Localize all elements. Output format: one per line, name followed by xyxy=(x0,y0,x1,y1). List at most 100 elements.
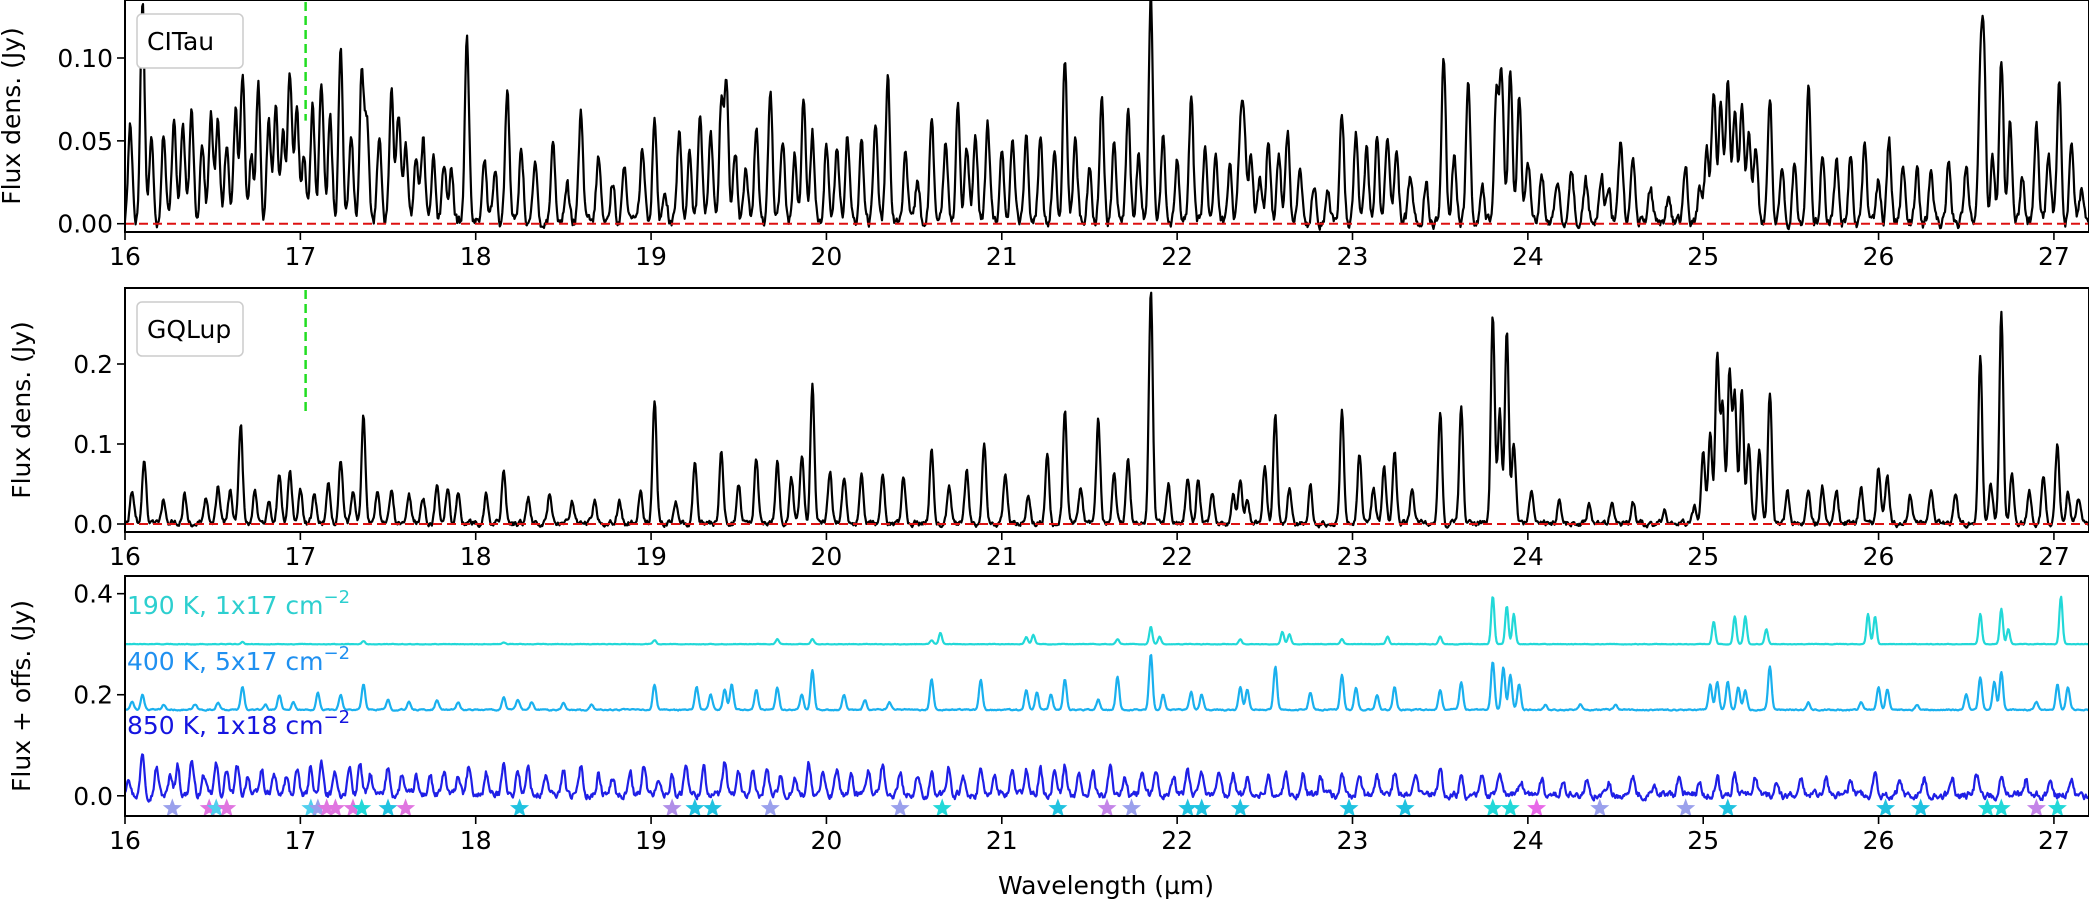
star-marker xyxy=(1991,798,2011,816)
series-label: 850 K, 1x18 cm−2 xyxy=(127,707,350,740)
x-tick-label: 27 xyxy=(2038,542,2070,571)
x-tick-label: 17 xyxy=(284,242,316,271)
x-tick-label: 27 xyxy=(2038,826,2070,855)
legend-box xyxy=(136,13,244,69)
legend: GQLup xyxy=(136,301,244,357)
star-marker xyxy=(1192,798,1212,816)
star-marker xyxy=(378,798,398,816)
x-tick-label: 19 xyxy=(635,826,667,855)
x-tick-label: 18 xyxy=(460,542,492,571)
y-tick-label: 0.4 xyxy=(73,580,113,609)
legend-box xyxy=(136,301,244,357)
x-tick-label: 19 xyxy=(635,242,667,271)
y-axis-label: Flux dens. (Jy) xyxy=(0,27,26,205)
spectrum-line xyxy=(125,0,2089,231)
star-marker xyxy=(685,798,705,816)
star-marker xyxy=(343,798,363,816)
star-marker xyxy=(1590,798,1610,816)
legend-label: CITau xyxy=(147,27,214,56)
axes-frame xyxy=(124,287,2089,533)
x-tick-label: 24 xyxy=(1512,542,1544,571)
star-marker xyxy=(662,798,682,816)
plot-area xyxy=(125,0,2089,231)
star-marker xyxy=(1230,798,1250,816)
x-tick-label: 21 xyxy=(986,826,1018,855)
x-tick-label: 17 xyxy=(284,542,316,571)
x-tick-label: 23 xyxy=(1337,826,1369,855)
y-tick-label: 0.0 xyxy=(73,782,113,811)
x-tick-label: 20 xyxy=(811,542,843,571)
series-line xyxy=(125,753,2089,803)
star-marker xyxy=(2026,798,2046,816)
legend-label: GQLup xyxy=(147,315,231,344)
star-marker xyxy=(352,798,372,816)
panel-models: 16 17 18 19 20 21 22 23 24 25 26 27 0.0 0.2 0.4 Flux + … xyxy=(7,575,2089,855)
x-tick-label: 24 xyxy=(1512,242,1544,271)
x-tick-label: 19 xyxy=(635,542,667,571)
y-tick-label: 0.2 xyxy=(73,681,113,710)
star-marker xyxy=(1527,798,1547,816)
x-tick-label: 22 xyxy=(1161,542,1193,571)
star-marker xyxy=(1911,798,1931,816)
x-tick-label: 22 xyxy=(1161,826,1193,855)
star-marker xyxy=(1097,798,1117,816)
x-tick-label: 24 xyxy=(1512,826,1544,855)
y-tick-label: 0.1 xyxy=(73,430,113,459)
x-tick-label: 25 xyxy=(1687,542,1719,571)
x-tick-label: 21 xyxy=(986,542,1018,571)
plot-area xyxy=(125,595,2089,816)
x-tick-label: 16 xyxy=(109,542,141,571)
star-marker xyxy=(217,798,237,816)
y-tick-label: 0.0 xyxy=(73,510,113,539)
star-marker xyxy=(1395,798,1415,816)
plot-area xyxy=(125,290,2089,529)
x-tick-label: 18 xyxy=(460,242,492,271)
star-marker xyxy=(890,798,910,816)
star-marker xyxy=(1122,798,1142,816)
star-marker xyxy=(760,798,780,816)
star-marker xyxy=(1676,798,1696,816)
star-marker xyxy=(702,798,722,816)
y-tick-label: 0.05 xyxy=(57,127,113,156)
series-label: 400 K, 5x17 cm−2 xyxy=(127,643,350,676)
y-tick-label: 0.2 xyxy=(73,350,113,379)
star-marker xyxy=(1718,798,1738,816)
panel-gqlup: GQLup 16 17 18 19 20 21 22 23 24 25 26 27 0.0 0.1 0.2 Fl… xyxy=(7,287,2089,571)
x-tick-label: 23 xyxy=(1337,542,1369,571)
x-tick-label: 17 xyxy=(284,826,316,855)
y-axis-label: Flux + offs. (Jy) xyxy=(7,600,36,792)
x-tick-label: 18 xyxy=(460,826,492,855)
x-tick-label: 16 xyxy=(109,826,141,855)
x-tick-label: 26 xyxy=(1863,542,1895,571)
x-tick-label: 25 xyxy=(1687,826,1719,855)
spectrum-line xyxy=(125,291,2089,529)
series-line xyxy=(125,595,2089,646)
y-tick-label: 0.10 xyxy=(57,44,113,73)
x-tick-label: 20 xyxy=(811,242,843,271)
axes-frame xyxy=(124,575,2089,817)
x-tick-label: 16 xyxy=(109,242,141,271)
star-marker xyxy=(932,798,952,816)
star-marker xyxy=(1500,798,1520,816)
star-marker xyxy=(1048,798,1068,816)
x-tick-label: 22 xyxy=(1161,242,1193,271)
axes-frame xyxy=(124,0,2089,233)
y-tick-label: 0.00 xyxy=(57,210,113,239)
x-tick-label: 27 xyxy=(2038,242,2070,271)
star-marker xyxy=(317,798,337,816)
series-label: 190 K, 1x17 cm−2 xyxy=(127,587,350,620)
series-line xyxy=(125,654,2089,712)
x-tick-label: 25 xyxy=(1687,242,1719,271)
x-tick-label: 26 xyxy=(1863,242,1895,271)
star-marker xyxy=(1178,798,1198,816)
x-tick-label: 20 xyxy=(811,826,843,855)
star-marker xyxy=(1876,798,1896,816)
panel-citau: CITau 16 17 18 19 20 21 22 23 24 25 26 27 0.00 0.05 0.1… xyxy=(0,0,2089,271)
star-marker xyxy=(206,798,226,816)
y-axis-label: Flux dens. (Jy) xyxy=(7,321,36,499)
star-marker xyxy=(162,798,182,816)
star-marker xyxy=(1483,798,1503,816)
x-axis-label: Wavelength (µm) xyxy=(998,871,1214,900)
x-tick-label: 26 xyxy=(1863,826,1895,855)
